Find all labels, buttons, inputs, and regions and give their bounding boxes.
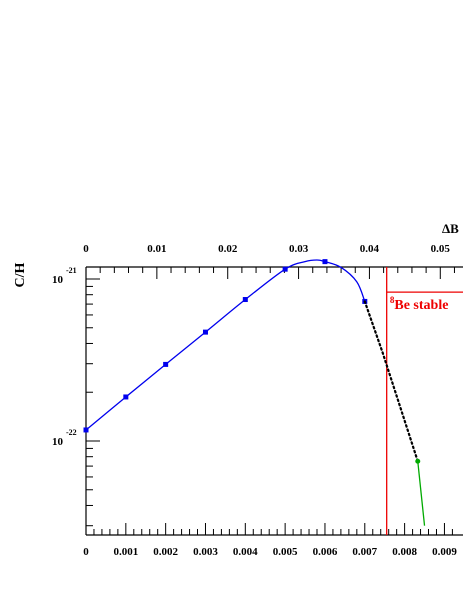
series-0-line — [85, 259, 366, 431]
stability-annotation: 8Be stable — [390, 295, 449, 313]
series-layer — [83, 259, 426, 526]
y-tick-label-0: 10 -21 — [52, 266, 77, 286]
bottom-tick-label: 0.005 — [273, 546, 298, 558]
plot-frame — [85, 266, 463, 536]
top-axis-label: ΔB — [442, 221, 459, 236]
y-tick-label-exponent: -22 — [66, 428, 77, 437]
bottom-tick-label: 0 — [83, 546, 89, 558]
bottom-tick-label: 0.009 — [432, 546, 457, 558]
bottom-tick-label: 0.002 — [153, 546, 178, 558]
y-tick-label-base: 10 — [52, 274, 64, 286]
series-1-line — [363, 300, 419, 463]
y-tick-label-base: 10 — [52, 436, 64, 448]
top-tick-label: 0.04 — [360, 243, 380, 255]
series-0-point — [202, 329, 208, 335]
top-tick-label: 0 — [83, 243, 89, 255]
bottom-tick-label: 0.003 — [193, 546, 218, 558]
series-0-point — [163, 361, 169, 367]
y-tick-label-1: 10 -22 — [52, 428, 77, 448]
series-0-point — [282, 266, 288, 272]
series-0-point — [83, 427, 89, 433]
x-tick-labels: 0 0.001 0.002 0.003 0.004 0.005 0.006 0.007 0.00… — [83, 243, 457, 558]
y-axis-label: C/H — [13, 262, 28, 287]
series-0-point — [242, 297, 248, 303]
axis-ticks — [85, 267, 455, 535]
top-tick-label: 0.01 — [147, 243, 166, 255]
bottom-tick-label: 0.001 — [113, 546, 138, 558]
stability-annotation-sup: 8 — [390, 295, 395, 305]
stability-annotation-text: Be stable — [394, 298, 448, 313]
bottom-tick-label: 0.004 — [233, 546, 258, 558]
top-tick-label: 0.05 — [431, 243, 451, 255]
bottom-tick-label: 0.007 — [352, 546, 377, 558]
series-2-point — [415, 458, 421, 464]
bottom-tick-label: 0.008 — [392, 546, 417, 558]
series-0-point — [322, 259, 328, 265]
series-2-line — [417, 461, 426, 526]
top-tick-label: 0.02 — [218, 243, 238, 255]
y-tick-label-exponent: -21 — [66, 266, 77, 275]
series-0-point — [123, 394, 129, 400]
bottom-tick-label: 0.006 — [313, 546, 338, 558]
top-tick-label: 0.03 — [289, 243, 309, 255]
